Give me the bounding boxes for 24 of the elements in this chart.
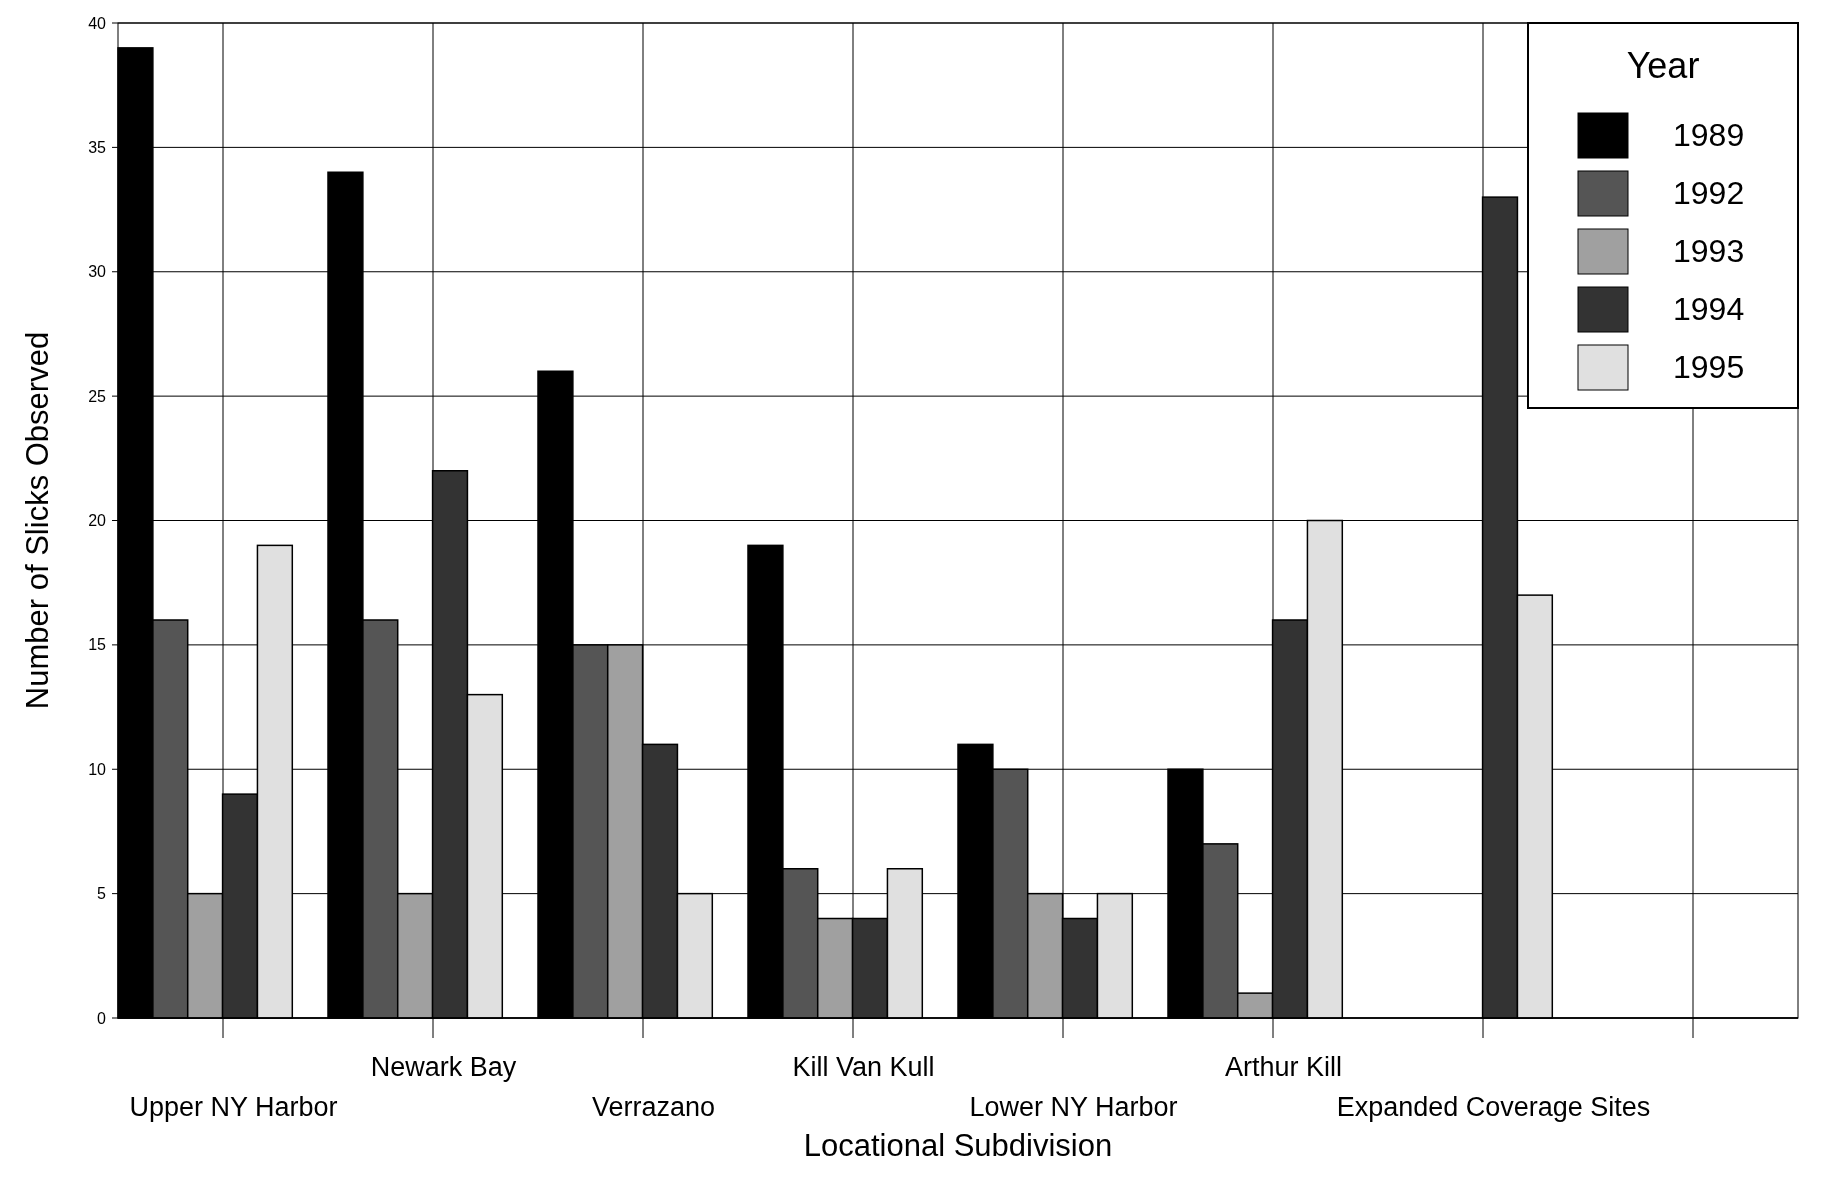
legend-label: 1989 [1673,117,1745,154]
legend-title: Year [1626,45,1700,86]
y-tick-label: 40 [88,14,107,32]
y-tick-label: 20 [88,512,107,530]
legend-label: 1994 [1673,291,1745,328]
x-tick-label: Upper NY Harbor [129,1092,338,1122]
x-tick-label: Arthur Kill [1224,1052,1343,1082]
y-tick-label: 35 [88,138,107,156]
x-tick-label: Kill Van Kull [792,1052,935,1082]
y-tick-label: 10 [88,760,107,778]
x-tick-label: Verrazano [591,1092,716,1122]
x-tick-label: Lower NY Harbor [969,1092,1178,1122]
y-tick-label: 25 [88,387,107,405]
y-tick-label: 5 [97,885,107,903]
x-axis-title: Locational Subdivision [803,1128,1113,1163]
legend-label: 1995 [1673,349,1745,386]
legend-label: 1992 [1673,175,1745,212]
x-tick-label: Newark Bay [370,1052,517,1082]
y-tick-label: 0 [97,1009,107,1027]
y-axis-title: Number of Slicks Observed [20,331,55,710]
legend-label: 1993 [1673,233,1745,270]
x-tick-label: Expanded Coverage Sites [1336,1092,1651,1122]
y-tick-label: 15 [88,636,107,654]
y-tick-label: 30 [88,263,107,281]
